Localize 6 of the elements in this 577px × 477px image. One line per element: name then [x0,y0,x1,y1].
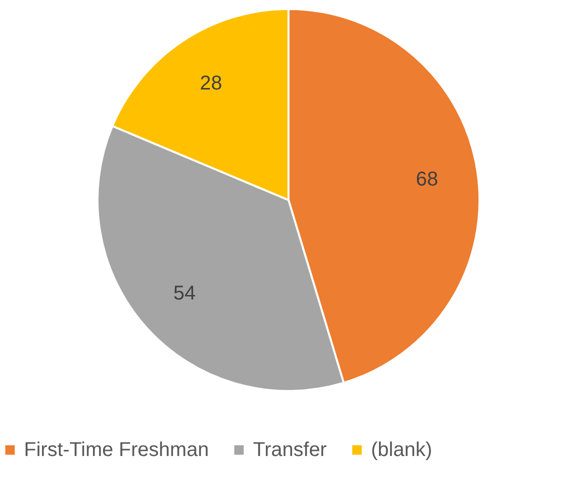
data-label: 28 [200,72,222,94]
legend-label: First-Time Freshman [24,439,209,461]
legend-label: Transfer [253,439,328,461]
legend-label: (blank) [371,439,432,461]
data-label: 68 [416,168,438,191]
data-label: 54 [173,282,196,305]
